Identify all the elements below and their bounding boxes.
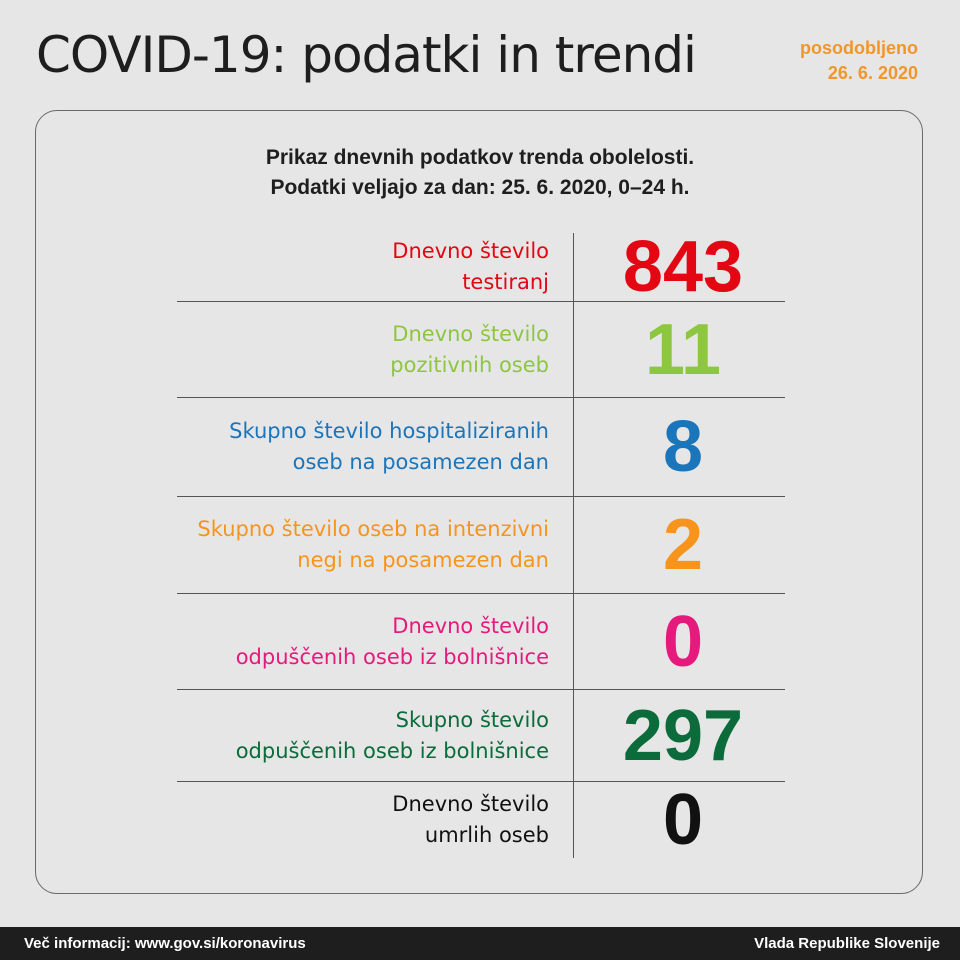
stat-label-line-1: Skupno število: [395, 707, 549, 732]
stat-label: Skupno število odpuščenih oseb iz bolniš…: [177, 705, 549, 767]
updated-date: 26. 6. 2020: [827, 63, 918, 83]
stat-label-line-1: Dnevno število: [392, 239, 549, 263]
stat-label-line-2: oseb na posamezen dan: [292, 450, 549, 474]
footer-organization: Vlada Republike Slovenije: [754, 935, 940, 952]
stat-label: Skupno število hospitaliziranih oseb na …: [177, 416, 549, 478]
updated-label: posodobljeno: [800, 38, 918, 58]
stat-label: Skupno število oseb na intenzivni negi n…: [177, 514, 549, 576]
page-title: COVID-19: podatki in trendi: [36, 26, 697, 84]
subtitle-line-2: Podatki veljajo za dan: 25. 6. 2020, 0–2…: [270, 176, 690, 199]
stat-label: Dnevno število umrlih oseb: [177, 789, 549, 851]
stat-row: Dnevno število umrlih oseb 0: [177, 780, 785, 860]
stat-row: Dnevno število odpuščenih oseb iz bolniš…: [177, 594, 785, 690]
stat-row: Skupno število hospitaliziranih oseb na …: [177, 398, 785, 497]
stat-label-line-1: Dnevno število: [392, 792, 549, 816]
stat-row: Dnevno število pozitivnih oseb 11: [177, 302, 785, 398]
stat-label-line-2: testiranj: [462, 270, 549, 294]
stat-label: Dnevno število odpuščenih oseb iz bolniš…: [177, 611, 549, 673]
stat-value: 0: [662, 601, 704, 682]
subtitle-line-1: Prikaz dnevnih podatkov trenda obolelost…: [265, 146, 695, 169]
stat-label-line-1: Dnevno število: [392, 613, 549, 638]
stat-label-line-1: Skupno število oseb na intenzivni: [197, 517, 549, 541]
column-divider: [573, 233, 574, 858]
stat-label-line-2: umrlih oseb: [424, 823, 549, 847]
stat-value: 11: [644, 309, 722, 390]
stat-row: Skupno število odpuščenih oseb iz bolniš…: [177, 690, 785, 782]
stat-label-line-2: pozitivnih oseb: [390, 352, 549, 377]
stat-value: 297: [622, 695, 744, 776]
stats-table: Dnevno število testiranj 843 Dnevno štev…: [177, 227, 785, 860]
panel-subtitle: Prikaz dnevnih podatkov trenda obolelost…: [0, 143, 960, 203]
stat-label-line-1: Skupno število hospitaliziranih: [229, 419, 549, 443]
data-panel: [35, 110, 923, 894]
stat-label-line-1: Dnevno število: [392, 321, 549, 346]
footer: Več informacij: www.gov.si/koronavirus V…: [0, 927, 960, 960]
stat-value: 843: [622, 227, 744, 307]
footer-info-link[interactable]: Več informacij: www.gov.si/koronavirus: [24, 935, 306, 952]
stat-label-line-2: negi na posamezen dan: [297, 548, 549, 572]
stat-value: 0: [662, 780, 704, 860]
stat-label: Dnevno število testiranj: [177, 236, 549, 298]
stat-label-line-2: odpuščenih oseb iz bolnišnice: [235, 738, 549, 763]
stat-value: 8: [662, 407, 704, 487]
stat-label-line-2: odpuščenih oseb iz bolnišnice: [235, 644, 549, 669]
stat-row: Skupno število oseb na intenzivni negi n…: [177, 497, 785, 594]
stat-label: Dnevno število pozitivnih oseb: [177, 319, 549, 381]
stat-value: 2: [662, 505, 704, 585]
stat-row: Dnevno število testiranj 843: [177, 227, 785, 307]
updated-info: posodobljeno 26. 6. 2020: [800, 36, 918, 86]
